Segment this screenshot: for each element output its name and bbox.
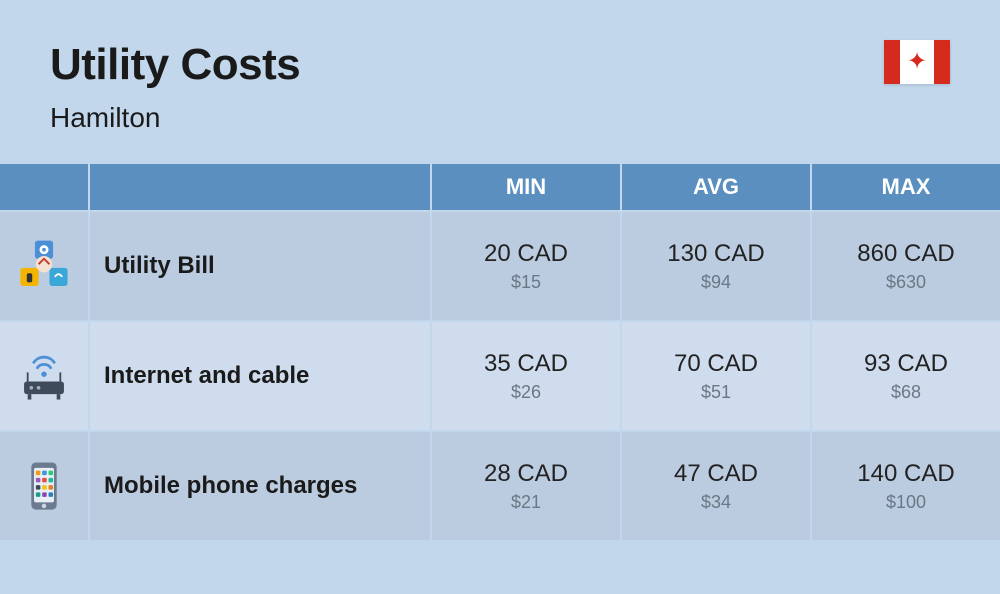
router-icon [15, 347, 73, 405]
val-primary: 20 CAD [484, 240, 568, 268]
table-header: MIN AVG MAX [0, 164, 1000, 210]
row-icon-cell [0, 430, 90, 540]
th-avg: AVG [622, 164, 812, 210]
page-subtitle: Hamilton [50, 102, 300, 134]
table-row: Mobile phone charges 28 CAD $21 47 CAD $… [0, 430, 1000, 540]
val-secondary: $68 [891, 382, 921, 403]
cell-avg: 130 CAD $94 [622, 210, 812, 320]
val-primary: 28 CAD [484, 460, 568, 488]
val-primary: 140 CAD [857, 460, 954, 488]
val-primary: 47 CAD [674, 460, 758, 488]
val-primary: 93 CAD [864, 350, 948, 378]
th-icon [0, 164, 90, 210]
cell-avg: 70 CAD $51 [622, 320, 812, 430]
title-block: Utility Costs Hamilton [50, 40, 300, 134]
phone-icon [15, 457, 73, 515]
val-secondary: $51 [701, 382, 731, 403]
th-min: MIN [432, 164, 622, 210]
val-secondary: $94 [701, 272, 731, 293]
cell-avg: 47 CAD $34 [622, 430, 812, 540]
val-primary: 70 CAD [674, 350, 758, 378]
page-title: Utility Costs [50, 40, 300, 90]
val-primary: 860 CAD [857, 240, 954, 268]
val-secondary: $34 [701, 492, 731, 513]
row-label: Utility Bill [90, 210, 432, 320]
header: Utility Costs Hamilton ✦ [0, 0, 1000, 164]
utility-icon [15, 237, 73, 295]
val-secondary: $15 [511, 272, 541, 293]
row-icon-cell [0, 210, 90, 320]
cell-min: 20 CAD $15 [432, 210, 622, 320]
val-secondary: $26 [511, 382, 541, 403]
cell-min: 35 CAD $26 [432, 320, 622, 430]
table-row: Utility Bill 20 CAD $15 130 CAD $94 860 … [0, 210, 1000, 320]
row-label: Internet and cable [90, 320, 432, 430]
costs-table: MIN AVG MAX Utility Bill 20 CAD $15 130 [0, 164, 1000, 540]
cell-max: 860 CAD $630 [812, 210, 1000, 320]
val-secondary: $630 [886, 272, 926, 293]
table-row: Internet and cable 35 CAD $26 70 CAD $51… [0, 320, 1000, 430]
th-max: MAX [812, 164, 1000, 210]
cell-max: 140 CAD $100 [812, 430, 1000, 540]
val-primary: 35 CAD [484, 350, 568, 378]
row-icon-cell [0, 320, 90, 430]
cell-max: 93 CAD $68 [812, 320, 1000, 430]
val-primary: 130 CAD [667, 240, 764, 268]
val-secondary: $21 [511, 492, 541, 513]
canada-flag-icon: ✦ [884, 40, 950, 84]
val-secondary: $100 [886, 492, 926, 513]
maple-leaf-icon: ✦ [907, 50, 927, 74]
cell-min: 28 CAD $21 [432, 430, 622, 540]
th-label [90, 164, 432, 210]
row-label: Mobile phone charges [90, 430, 432, 540]
